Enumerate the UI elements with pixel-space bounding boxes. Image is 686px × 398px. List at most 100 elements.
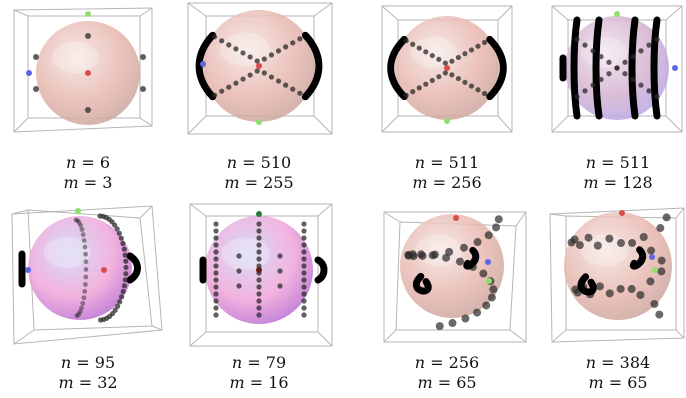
n-symbol: n <box>414 353 426 372</box>
sample-point <box>140 86 146 92</box>
trajectory-curve <box>570 16 581 120</box>
panel-caption: n = 95 m = 32 <box>13 353 163 393</box>
bounding-box-edge <box>675 329 685 339</box>
sample-point <box>639 232 648 241</box>
panel-4 <box>551 5 683 133</box>
sample-point <box>487 293 496 302</box>
trajectory-curve <box>592 16 603 120</box>
axis-marker <box>26 70 32 76</box>
sample-point <box>301 249 307 255</box>
sample-point <box>301 312 307 318</box>
sample-point <box>247 54 253 60</box>
sample-point <box>574 94 580 100</box>
n-equation: n = 79 <box>184 353 334 373</box>
bounding-box-edge <box>551 5 569 21</box>
sample-point <box>82 244 88 250</box>
panel-3 <box>381 5 513 133</box>
bounding-box-edge <box>665 5 683 21</box>
sample-point <box>233 80 239 86</box>
sample-point <box>268 52 275 58</box>
m-equation: m = 256 <box>372 173 522 193</box>
n-equation: n = 511 <box>543 153 686 173</box>
sample-point <box>261 56 267 62</box>
sample-point <box>112 222 118 228</box>
panel-2 <box>187 2 333 135</box>
sample-point <box>256 284 262 290</box>
sample-point <box>571 285 580 294</box>
sample-point <box>301 270 307 276</box>
panel-6 <box>189 203 333 347</box>
sample-point <box>121 283 128 289</box>
trajectory-curve <box>486 35 507 101</box>
bounding-box-edge <box>13 329 35 345</box>
bounding-box-edge <box>383 211 401 223</box>
sample-point <box>570 235 579 244</box>
n-value: = 95 <box>71 353 116 372</box>
sample-point <box>83 274 89 280</box>
n-symbol: n <box>60 353 72 372</box>
n-value: = 511 <box>596 153 651 172</box>
panel-7 <box>383 211 527 343</box>
sample-point <box>261 70 267 76</box>
n-symbol: n <box>414 153 426 172</box>
sample-point <box>122 277 128 283</box>
bounding-box-edge <box>313 2 333 17</box>
sample-point <box>78 223 84 228</box>
sphere-highlight <box>221 237 270 270</box>
pole-marker <box>453 215 459 221</box>
sample-point <box>256 242 262 248</box>
sample-point <box>575 241 584 250</box>
bounding-box-edge <box>317 203 333 217</box>
sample-point <box>655 310 664 319</box>
sample-point <box>254 68 260 74</box>
sample-point <box>213 312 219 318</box>
sample-point <box>82 288 88 294</box>
sample-point <box>301 228 307 234</box>
sample-point <box>590 82 596 88</box>
sample-point <box>584 233 593 242</box>
sample-point <box>256 221 262 227</box>
sample-point <box>283 82 289 88</box>
sample-point <box>429 52 435 59</box>
bounding-box-edge <box>551 329 567 343</box>
sample-point <box>247 72 253 78</box>
bounding-box-edge <box>509 329 527 343</box>
trajectory-curve <box>628 16 639 120</box>
sample-point <box>213 235 219 241</box>
bounding-box-edge <box>187 115 207 135</box>
m-symbol: m <box>224 173 240 192</box>
sample-point <box>301 298 307 304</box>
sample-point <box>435 322 444 331</box>
sample-point <box>622 71 628 77</box>
m-value: = 65 <box>432 373 477 392</box>
panel-caption: n = 256 m = 65 <box>372 353 522 393</box>
sample-point <box>416 45 422 51</box>
n-value: = 384 <box>596 353 651 372</box>
m-value: = 65 <box>603 373 648 392</box>
sample-point <box>33 54 39 60</box>
pole-marker <box>614 11 620 17</box>
sample-point <box>301 235 307 241</box>
sample-point <box>212 92 218 98</box>
panel-caption: n = 384 m = 65 <box>543 353 686 393</box>
m-symbol: m <box>229 373 245 392</box>
sample-point <box>114 226 120 232</box>
sphere-highlight <box>410 36 458 68</box>
center-marker <box>256 267 262 273</box>
sample-point <box>484 231 493 240</box>
sample-point <box>574 36 580 43</box>
axis-marker <box>200 61 206 67</box>
sample-point <box>442 70 448 76</box>
bounding-box-edge <box>497 115 513 133</box>
sample-point <box>219 38 225 44</box>
sample-point <box>423 49 429 55</box>
axis-marker <box>652 267 658 273</box>
m-symbol: m <box>412 173 428 192</box>
sample-point <box>628 238 637 247</box>
sample-point <box>461 314 470 323</box>
sample-point <box>297 90 303 96</box>
m-equation: m = 3 <box>13 173 163 193</box>
sphere-highlight <box>415 234 463 266</box>
sample-point <box>468 47 475 53</box>
sample-point <box>213 221 219 227</box>
